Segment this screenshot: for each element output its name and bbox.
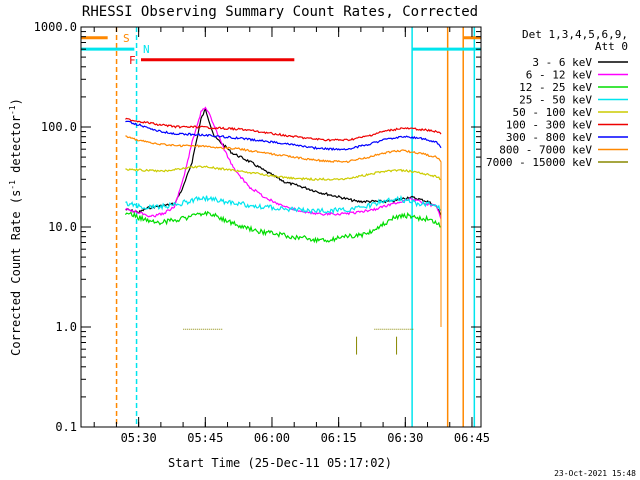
x-tick-label-2: 06:00: [254, 431, 290, 445]
series-line-6-12-: [124, 106, 442, 220]
legend-label-6: 300 - 800 keV: [506, 131, 592, 144]
y-label-sup1: -1: [8, 180, 17, 190]
legend-label-5: 100 - 300 keV: [506, 119, 592, 132]
legend-label-8: 7000 - 15000 keV: [486, 156, 592, 169]
x-tick-label-5: 06:45: [454, 431, 490, 445]
plot-lines: SNF: [81, 27, 481, 427]
flag-label-S: S: [123, 32, 130, 45]
legend-header-0: Det 1,3,4,5,6,9,: [522, 28, 628, 41]
y-label-main: Corrected Count Rate (s: [9, 190, 23, 356]
series-group: [124, 106, 442, 355]
flag-label-N: N: [143, 43, 150, 56]
ticks-group: 0.1 1.0 10.0 100.0 1000.0 05:30 05:45 06:00 06:1…: [34, 20, 490, 445]
legend-label-4: 50 - 100 keV: [513, 106, 593, 119]
flag-label-F: F: [129, 54, 136, 67]
legend-label-7: 800 - 7000 keV: [499, 144, 592, 157]
y-tick-label-2: 10.0: [48, 220, 77, 234]
chart-title: RHESSI Observing Summary Count Rates, Co…: [82, 4, 478, 20]
y-tick-label-4: 1000.0: [34, 20, 77, 34]
plot-frame: [80, 26, 482, 428]
series-line-100-300-: [125, 117, 442, 142]
y-tick-label-0: 0.1: [55, 420, 77, 434]
y-label-sup2: -1: [8, 105, 17, 115]
x-tick-label-1: 05:45: [187, 431, 223, 445]
series-line-50-100-: [125, 165, 442, 181]
timestamp: 23-Oct-2021 15:48: [554, 469, 636, 478]
y-tick-label-3: 100.0: [41, 120, 77, 134]
series-line-300-800-: [125, 120, 442, 151]
x-tick-label-0: 05:30: [121, 431, 157, 445]
y-label-end: ): [9, 98, 23, 105]
y-label-mid: detector: [9, 115, 23, 180]
y-axis-label: Corrected Count Rate (s-1 detector-1): [8, 98, 23, 356]
legend-label-0: 3 - 6 keV: [532, 56, 592, 69]
legend-label-3: 25 - 50 keV: [519, 94, 592, 107]
series-line-25-50-: [125, 194, 442, 215]
x-tick-label-3: 06:15: [321, 431, 357, 445]
series-line-800-7000-: [125, 135, 442, 164]
x-axis-label: Start Time (25-Dec-11 05:17:02): [168, 456, 392, 470]
legend-label-1: 6 - 12 keV: [526, 69, 593, 82]
y-tick-label-1: 1.0: [55, 320, 77, 334]
legend-header-1: Att 0: [595, 40, 628, 53]
x-tick-label-4: 06:30: [387, 431, 423, 445]
legend-label-2: 12 - 25 keV: [519, 81, 592, 94]
series-line-12-25-: [124, 210, 442, 244]
